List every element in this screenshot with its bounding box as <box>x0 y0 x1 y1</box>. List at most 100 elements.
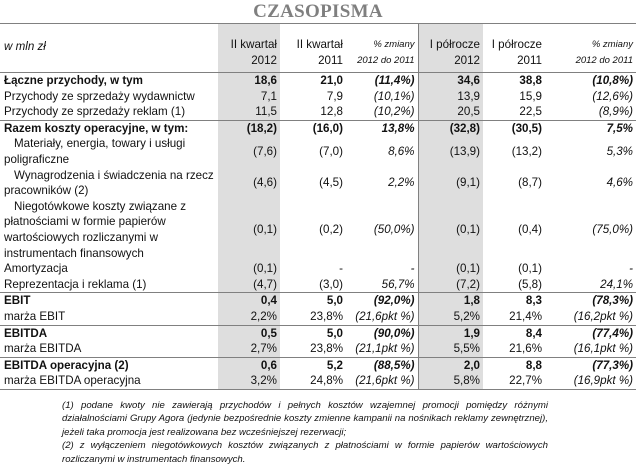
cell-value: 5,2% <box>417 308 483 325</box>
cell-value: 21,0 <box>320 74 343 87</box>
cell-value: (0,1) <box>218 261 280 277</box>
col-header-q2-2012: II kwartał 2012 <box>218 23 280 73</box>
col-header-line1: II kwartał <box>296 38 343 51</box>
cell-value: 2,7% <box>218 341 280 358</box>
cell-value: 1,9 <box>417 324 483 342</box>
cell-value: 8,6% <box>388 145 415 159</box>
col-header-line2: 2012 <box>454 54 480 67</box>
table-row: EBIT 0,4 5,0 (92,0%) 1,8 8,3 (78,3%) <box>0 292 636 309</box>
row-label: marża EBITDA operacyjna <box>0 373 218 390</box>
col-header-line2: 2012 do 2011 <box>575 55 633 66</box>
cell-value: 3,2% <box>218 373 280 390</box>
cell-value: (8,9%) <box>598 105 633 119</box>
cell-value: 23,8% <box>310 309 343 323</box>
cell-value: (0,1) <box>218 198 280 262</box>
col-header-line1: I półrocze <box>429 38 480 51</box>
cell-value: (10,8%) <box>592 74 633 87</box>
row-label: Materiały, energia, towary i usługi poli… <box>4 137 186 166</box>
cell-value: (16,2pkt %) <box>573 309 633 323</box>
cell-value: (7,2) <box>417 276 483 293</box>
cell-value: (88,5%) <box>346 356 418 374</box>
cell-value: (7,0) <box>319 145 343 159</box>
table-row: marża EBITDA operacyjna 3,2% 24,8% (21,6pkt… <box>0 373 636 390</box>
cell-value: 13,9 <box>417 88 483 105</box>
cell-value: 8,8 <box>483 356 545 374</box>
section-title: CZASOPISMA <box>253 1 383 22</box>
col-header-line2: 2012 do 2011 <box>357 55 415 66</box>
cell-value: 5,2 <box>280 356 346 374</box>
row-label: EBITDA <box>0 324 218 342</box>
cell-value: 21,6% <box>509 342 542 356</box>
row-label: Reprezentacja i reklama (1) <box>4 277 147 291</box>
cell-value: (13,2) <box>511 145 542 159</box>
table-row: marża EBITDA 2,7% 23,8% (21,1pkt %) 5,5% 21,6… <box>0 341 636 358</box>
cell-value: 0,4 <box>218 292 280 309</box>
cell-value: 0,5 <box>218 324 280 342</box>
cell-value: (0,1) <box>417 198 483 262</box>
cell-value: 7,5% <box>545 119 636 137</box>
cell-value: (12,6%) <box>592 89 633 103</box>
cell-value: (18,2) <box>218 119 280 137</box>
cell-value: 5,8% <box>417 373 483 390</box>
cell-value: (30,5) <box>483 119 545 137</box>
table-row: Amortyzacja (0,1) - - (0,1) (0,1) - <box>0 261 636 277</box>
cell-value: (77,4%) <box>545 324 636 342</box>
table-row: EBITDA 0,5 5,0 (90,0%) 1,9 8,4 (77,4%) <box>0 324 636 342</box>
col-header-line2: 2011 <box>517 54 542 67</box>
cell-value: (21,1pkt %) <box>355 342 415 356</box>
row-label: marża EBIT <box>4 309 66 323</box>
cell-value: 0,6 <box>218 356 280 374</box>
cell-value: 20,5 <box>417 104 483 121</box>
col-header-h1-change: % zmiany 2012 do 2011 <box>545 23 636 73</box>
cell-value: 7,9 <box>326 89 343 103</box>
table-row: Przychody ze sprzedaży reklam (1) 11,5 12,… <box>0 104 636 121</box>
cell-value: (11,4%) <box>374 74 415 87</box>
cell-value: (16,0) <box>280 119 346 137</box>
footnotes: (1) podane kwoty nie zawierają przychodó… <box>62 399 548 467</box>
table-header: w mln zł II kwartał 2012 II kwartał 2011 %… <box>0 23 636 73</box>
cell-value: 21,4% <box>509 309 542 323</box>
cell-value: (9,1) <box>417 167 483 199</box>
row-label: Przychody ze sprzedaży reklam (1) <box>4 105 186 119</box>
col-header-q-change: % zmiany 2012 do 2011 <box>346 23 418 73</box>
cell-value: (4,7) <box>218 276 280 293</box>
cell-value: (4,5) <box>319 176 343 190</box>
cell-value: 2,2% <box>388 176 415 190</box>
row-label: Amortyzacja <box>4 262 68 276</box>
cell-value: 38,8 <box>519 74 542 87</box>
cell-value: 5,0 <box>280 324 346 342</box>
cell-value: (0,1) <box>417 261 483 277</box>
table-row: Materiały, energia, towary i usługi poli… <box>0 136 636 168</box>
cell-value: 8,3 <box>483 292 545 309</box>
cell-value: (90,0%) <box>346 324 418 342</box>
cell-value: 13,8% <box>346 119 418 137</box>
cell-value: (13,9) <box>417 136 483 168</box>
table-row: Razem koszty operacyjne, w tym: (18,2) (16… <box>0 119 636 137</box>
cell-value: (8,7) <box>518 176 542 190</box>
cell-value: 5,3% <box>606 145 633 159</box>
cell-value: 11,5 <box>218 104 280 121</box>
cell-value: 15,9 <box>519 89 542 103</box>
row-label: marża EBITDA <box>4 342 82 356</box>
col-header-line1: II kwartał <box>230 38 277 51</box>
cell-value: 8,4 <box>483 324 545 342</box>
row-label: Łączne przychody, w tym <box>4 74 143 87</box>
table-row: EBITDA operacyjna (2) 0,6 5,2 (88,5%) 2,0 8,8… <box>0 356 636 374</box>
cell-value: (7,6) <box>218 136 280 168</box>
cell-value: 56,7% <box>381 277 415 291</box>
cell-value: - <box>410 262 415 276</box>
footnote-2: (2) z wyłączeniem niegotówkowych kosztów… <box>62 440 548 465</box>
cell-value: (5,8) <box>518 277 542 291</box>
cell-value: 24,8% <box>280 373 346 390</box>
cell-value: (0,2) <box>319 223 343 237</box>
cell-value: 22,5 <box>519 105 542 119</box>
row-label: Razem koszty operacyjne, w tym: <box>0 119 218 137</box>
cell-value: 5,5% <box>417 341 483 358</box>
unit-label: w mln zł <box>0 23 218 73</box>
cell-value: (3,0) <box>319 277 343 291</box>
col-header-q2-2011: II kwartał 2011 <box>280 23 346 73</box>
row-label: EBIT <box>0 292 218 309</box>
cell-value: 7,1 <box>218 88 280 105</box>
cell-value: (10,2%) <box>373 105 415 119</box>
cell-value: (4,6) <box>218 167 280 199</box>
